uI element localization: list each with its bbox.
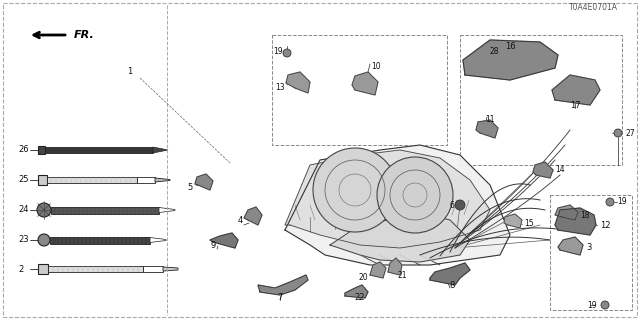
Text: 4: 4 (237, 216, 243, 225)
Circle shape (38, 234, 50, 246)
Circle shape (455, 200, 465, 210)
Polygon shape (504, 214, 522, 228)
Text: 7: 7 (277, 293, 283, 302)
Polygon shape (150, 237, 166, 243)
Bar (272, 35, 447, 145)
Polygon shape (163, 267, 178, 271)
Circle shape (479, 48, 487, 56)
Text: 1: 1 (127, 68, 132, 76)
Bar (38, 264, 48, 274)
Polygon shape (258, 275, 308, 295)
Text: 11: 11 (485, 115, 495, 124)
Circle shape (313, 148, 397, 232)
Bar (38, 175, 47, 185)
Polygon shape (155, 178, 170, 182)
Bar (51, 206, 159, 213)
Polygon shape (352, 72, 378, 95)
Polygon shape (430, 263, 470, 285)
Text: 3: 3 (586, 244, 591, 252)
Bar (45, 147, 153, 153)
Polygon shape (244, 207, 262, 225)
Text: 16: 16 (505, 42, 515, 51)
Polygon shape (345, 285, 368, 298)
Bar (38, 146, 45, 154)
Circle shape (377, 157, 453, 233)
Text: 10: 10 (371, 62, 381, 71)
Text: FR.: FR. (74, 30, 95, 40)
Text: 18: 18 (580, 211, 589, 220)
Polygon shape (159, 207, 175, 212)
Polygon shape (285, 150, 490, 248)
Circle shape (283, 49, 291, 57)
Circle shape (37, 203, 51, 217)
Bar (50, 236, 150, 244)
Text: 21: 21 (398, 270, 408, 279)
Polygon shape (330, 215, 470, 262)
Text: 27: 27 (625, 129, 635, 138)
Text: 19: 19 (617, 197, 627, 206)
Polygon shape (370, 262, 386, 278)
Polygon shape (555, 205, 578, 220)
Text: 19: 19 (588, 300, 597, 309)
Text: 17: 17 (570, 101, 580, 110)
Text: 12: 12 (600, 220, 611, 229)
Polygon shape (388, 258, 402, 275)
Text: 6: 6 (449, 201, 454, 210)
Text: T0A4E0701A: T0A4E0701A (569, 3, 618, 12)
Polygon shape (533, 162, 553, 178)
Polygon shape (286, 72, 310, 93)
Circle shape (601, 301, 609, 309)
Text: 22: 22 (355, 293, 365, 302)
Polygon shape (552, 75, 600, 105)
Polygon shape (463, 40, 558, 80)
Bar (47, 177, 137, 183)
Bar (48, 266, 143, 272)
Circle shape (614, 129, 622, 137)
Bar (137, 177, 155, 183)
Text: 15: 15 (524, 220, 534, 228)
Polygon shape (153, 147, 168, 153)
Text: 2: 2 (18, 265, 23, 274)
Bar (550, 195, 632, 310)
Text: 8: 8 (449, 281, 454, 290)
Polygon shape (210, 233, 238, 248)
Text: 20: 20 (358, 274, 368, 283)
Polygon shape (555, 208, 596, 235)
Text: 28: 28 (490, 47, 499, 56)
Text: 23: 23 (18, 236, 29, 244)
Text: 26: 26 (18, 146, 29, 155)
Text: 24: 24 (18, 205, 29, 214)
Polygon shape (285, 145, 510, 265)
Text: 14: 14 (555, 165, 564, 174)
Bar (460, 35, 622, 165)
Circle shape (606, 198, 614, 206)
Text: 19: 19 (273, 47, 283, 56)
Polygon shape (558, 237, 583, 255)
Polygon shape (195, 174, 213, 190)
Text: 13: 13 (275, 84, 285, 92)
Polygon shape (476, 120, 498, 138)
Text: 9: 9 (211, 241, 216, 250)
Text: 5: 5 (188, 183, 193, 193)
Text: 25: 25 (18, 175, 29, 185)
Bar (143, 266, 163, 272)
